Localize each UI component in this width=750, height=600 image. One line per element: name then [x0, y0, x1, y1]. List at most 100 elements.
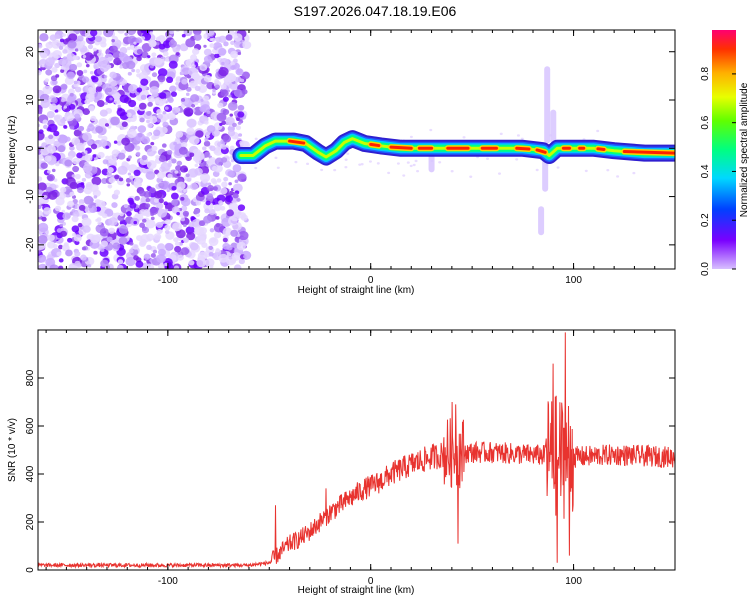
noise-blob	[230, 40, 235, 45]
noise-blob	[209, 228, 215, 233]
noise-blob	[141, 155, 148, 161]
noise-blob	[227, 170, 235, 178]
noise-blob	[140, 51, 149, 59]
y-tick-label: 600	[25, 417, 36, 434]
noise-blob	[157, 113, 164, 120]
noise-blob	[88, 105, 95, 112]
noise-blob	[207, 182, 212, 186]
faint-speckle	[616, 175, 620, 178]
noise-blob	[237, 121, 242, 125]
noise-blob	[151, 91, 159, 98]
noise-blob	[63, 125, 68, 129]
ridge-peak	[622, 150, 675, 155]
disturbance-smear	[544, 66, 551, 144]
ridge-peak	[389, 145, 413, 150]
noise-blob	[97, 134, 103, 139]
noise-blob	[225, 116, 235, 126]
noise-blob	[220, 187, 228, 195]
spectrogram-frame	[37, 29, 676, 270]
noise-blob	[38, 198, 44, 205]
noise-blob	[137, 125, 147, 133]
noise-blob	[57, 191, 67, 200]
noise-blob	[196, 235, 206, 245]
spectrogram-plot-area	[38, 30, 675, 269]
noise-blob	[233, 58, 238, 63]
faint-speckle	[344, 158, 348, 161]
noise-blob	[136, 48, 143, 55]
noise-blob	[143, 253, 151, 260]
y-tick-label: 0	[25, 567, 36, 573]
noise-blob	[147, 122, 154, 129]
noise-blob	[222, 242, 230, 250]
noise-blob	[89, 30, 98, 37]
noise-blob	[40, 147, 50, 156]
noise-blob	[179, 165, 188, 173]
noise-blob	[187, 75, 191, 79]
noise-blob	[99, 228, 110, 237]
noise-blob	[68, 155, 73, 160]
noise-blob	[127, 172, 132, 176]
noise-blob	[90, 143, 98, 150]
noise-blob	[180, 247, 190, 256]
noise-blob	[140, 36, 146, 41]
noise-blob	[147, 101, 153, 107]
noise-blob	[186, 127, 195, 135]
noise-blob	[185, 173, 190, 178]
noise-blob	[60, 98, 66, 103]
noise-blob	[38, 234, 48, 244]
x-tick-label: 100	[565, 275, 582, 286]
noise-blob	[42, 119, 49, 125]
noise-blob	[188, 221, 195, 228]
snr-plot-area	[38, 332, 675, 569]
noise-blob	[157, 68, 168, 77]
noise-blob	[170, 158, 177, 164]
noise-blob	[67, 95, 76, 104]
noise-blob	[175, 165, 182, 171]
noise-blob	[203, 48, 212, 56]
noise-blob	[60, 69, 65, 73]
noise-blob	[126, 60, 136, 70]
noise-blob	[74, 113, 81, 119]
noise-blob	[198, 84, 208, 93]
noise-blob	[126, 112, 132, 118]
noise-blob	[135, 260, 144, 268]
noise-blob	[84, 171, 93, 179]
noise-blob	[186, 118, 197, 128]
noise-blob	[230, 229, 239, 237]
noise-blob	[89, 54, 95, 59]
noise-blob	[135, 37, 142, 44]
noise-blob	[97, 83, 102, 87]
noise-blob	[128, 99, 137, 108]
colorbar-tick-label: 0.2	[700, 213, 711, 227]
noise-blob	[105, 155, 110, 160]
noise-blob	[194, 163, 199, 167]
ridge-peak	[288, 139, 306, 145]
noise-blob	[183, 107, 194, 117]
colorbar-scale	[712, 30, 736, 269]
noise-blob	[107, 155, 118, 164]
colorbar-tick-label: 0.4	[700, 164, 711, 178]
noise-blob	[87, 139, 94, 146]
noise-blob	[123, 203, 129, 208]
faint-speckle	[584, 169, 588, 173]
noise-blob	[212, 186, 218, 191]
noise-blob	[98, 49, 102, 53]
colorbar-tick-label: 0.0	[700, 262, 711, 276]
noise-blob	[108, 227, 116, 234]
noise-blob	[133, 178, 141, 185]
noise-blob	[205, 200, 211, 206]
noise-blob	[241, 89, 248, 95]
noise-blob	[44, 57, 55, 67]
noise-blob	[107, 166, 114, 174]
noise-blob	[193, 155, 201, 162]
noise-blob	[136, 73, 141, 78]
noise-blob	[236, 241, 247, 251]
noise-blob	[134, 195, 140, 201]
noise-blob	[106, 236, 113, 243]
noise-blob	[156, 202, 164, 210]
noise-blob	[67, 200, 75, 208]
noise-blob	[191, 72, 200, 80]
noise-blob	[175, 130, 184, 138]
